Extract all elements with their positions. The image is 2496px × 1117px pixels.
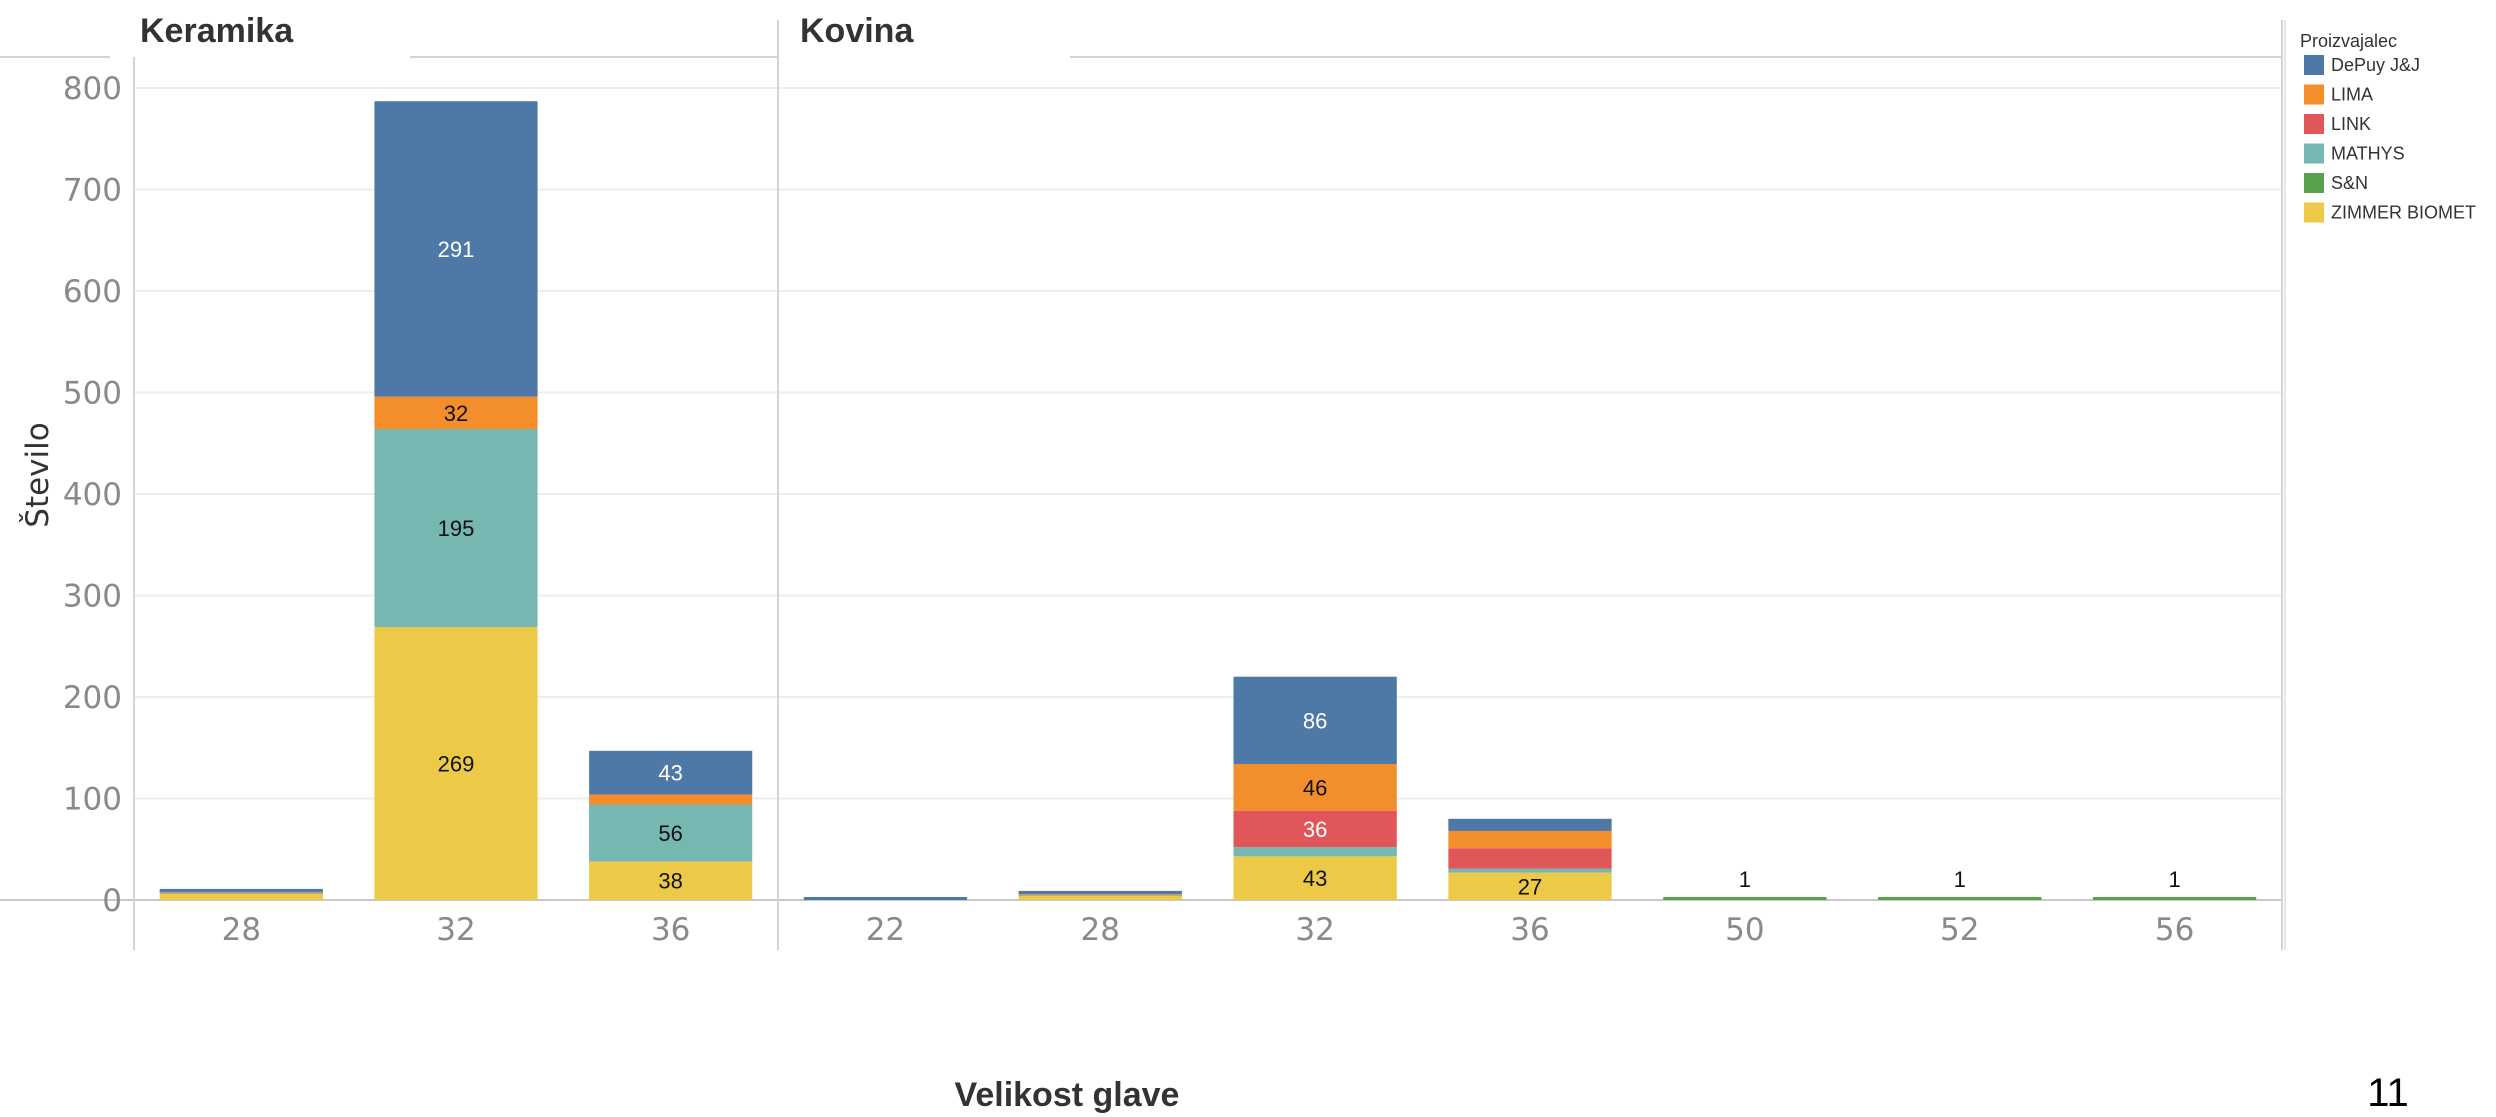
- legend-item-label: S&N: [2331, 173, 2368, 193]
- data-label: 46: [1303, 775, 1327, 800]
- x-tick-label: 28: [222, 912, 261, 948]
- y-tick-label: 100: [63, 782, 122, 818]
- y-tick-label: 800: [63, 71, 122, 107]
- legend-swatch: [2304, 173, 2324, 193]
- bar-segment: [374, 101, 538, 397]
- legend-item-label: DePuy J&J: [2331, 55, 2420, 75]
- bar-segment: [1018, 895, 1182, 900]
- bar-segment: [589, 750, 753, 795]
- bar-segment: [1018, 890, 1182, 894]
- legend-swatch: [2304, 202, 2324, 223]
- x-tick-label: 22: [866, 912, 905, 948]
- bar-segment: [1448, 848, 1612, 869]
- bar-segment: [1233, 763, 1397, 811]
- y-tick-label: 400: [63, 477, 122, 513]
- bar-segment: [1448, 868, 1612, 873]
- bars: [159, 101, 2257, 900]
- data-label: 291: [438, 237, 475, 262]
- bar-segment: [589, 861, 753, 900]
- x-axis-label: Velikost glave: [955, 1076, 1180, 1114]
- bar-segment: [1448, 830, 1612, 849]
- legend-swatch: [2304, 143, 2324, 164]
- legend-swatch: [2304, 55, 2324, 75]
- x-tick-label: 36: [651, 912, 690, 948]
- data-label: 86: [1303, 708, 1327, 733]
- x-tick-label: 56: [2155, 912, 2194, 948]
- panel-titles: Keramika Kovina: [140, 12, 914, 50]
- bar-segment: [1233, 676, 1397, 764]
- bar-segment: [159, 893, 323, 900]
- bar-segment: [374, 429, 538, 627]
- data-label: 269: [438, 751, 475, 776]
- y-tick-label: 300: [63, 579, 122, 615]
- bar-segment: [159, 888, 323, 892]
- bar-segment: [1233, 847, 1397, 857]
- bar-segment: [1448, 872, 1612, 900]
- page-number: 11: [2367, 1071, 2409, 1115]
- data-label: 1: [2168, 867, 2180, 892]
- x-tick-label: 52: [1940, 912, 1979, 948]
- x-tick-label: 32: [436, 912, 475, 948]
- y-axis-label: Število: [19, 422, 56, 527]
- data-label: 1: [1954, 867, 1966, 892]
- data-label: 195: [438, 516, 475, 541]
- legend-item-label: ZIMMER BIOMET: [2331, 203, 2476, 223]
- bar-segment: [1878, 897, 2042, 900]
- data-label: 43: [658, 761, 682, 786]
- y-tick-label: 700: [63, 173, 122, 209]
- data-labels: 269 195 32 291 38 56 43 43 36 46 86 27 1 1 1: [438, 237, 2181, 899]
- legend-swatch: [2304, 114, 2324, 134]
- bar-segment: [374, 626, 538, 900]
- bar-segment: [1233, 856, 1397, 900]
- x-tick-label: 36: [1510, 912, 1549, 948]
- x-tick-label: 28: [1081, 912, 1120, 948]
- legend-title: Proizvajalec: [2300, 31, 2397, 51]
- panel-frames: [0, 20, 2286, 950]
- legend-item-label: LINK: [2331, 114, 2371, 134]
- bar-segment: [803, 897, 968, 900]
- data-label: 36: [1303, 817, 1327, 842]
- legend-swatch: [2304, 84, 2324, 105]
- panel-title-keramika: Keramika: [140, 12, 294, 50]
- data-label: 38: [658, 869, 682, 894]
- legend: Proizvajalec DePuy J&J LIMA LINK MATHYS S&N Z…: [2300, 31, 2476, 223]
- panel-title-kovina: Kovina: [800, 12, 914, 50]
- bar-segment: [1663, 897, 1827, 900]
- legend-item-label: MATHYS: [2331, 144, 2405, 164]
- x-tick-label: 50: [1725, 912, 1764, 948]
- bar-segment: [1448, 818, 1612, 831]
- y-tick-label: 600: [63, 274, 122, 310]
- data-label: 32: [444, 401, 468, 426]
- data-label: 1: [1739, 867, 1751, 892]
- data-label: 27: [1518, 874, 1542, 899]
- axis-ticks: 0 100 200 300 400 500 600 700 800 28 32 36 22 28 32 36 5…: [63, 71, 2194, 948]
- data-label: 43: [1303, 866, 1327, 891]
- bar-segment: [589, 804, 753, 862]
- legend-item-label: LIMA: [2331, 85, 2373, 105]
- x-tick-label: 32: [1295, 912, 1334, 948]
- data-label: 56: [658, 821, 682, 846]
- bar-segment: [2092, 897, 2257, 900]
- bar-segment: [1233, 810, 1397, 848]
- y-tick-label: 200: [63, 680, 122, 716]
- bar-segment: [589, 794, 753, 805]
- bar-segment: [374, 396, 538, 430]
- y-tick-label: 500: [63, 376, 122, 412]
- y-tick-label: 0: [102, 883, 122, 919]
